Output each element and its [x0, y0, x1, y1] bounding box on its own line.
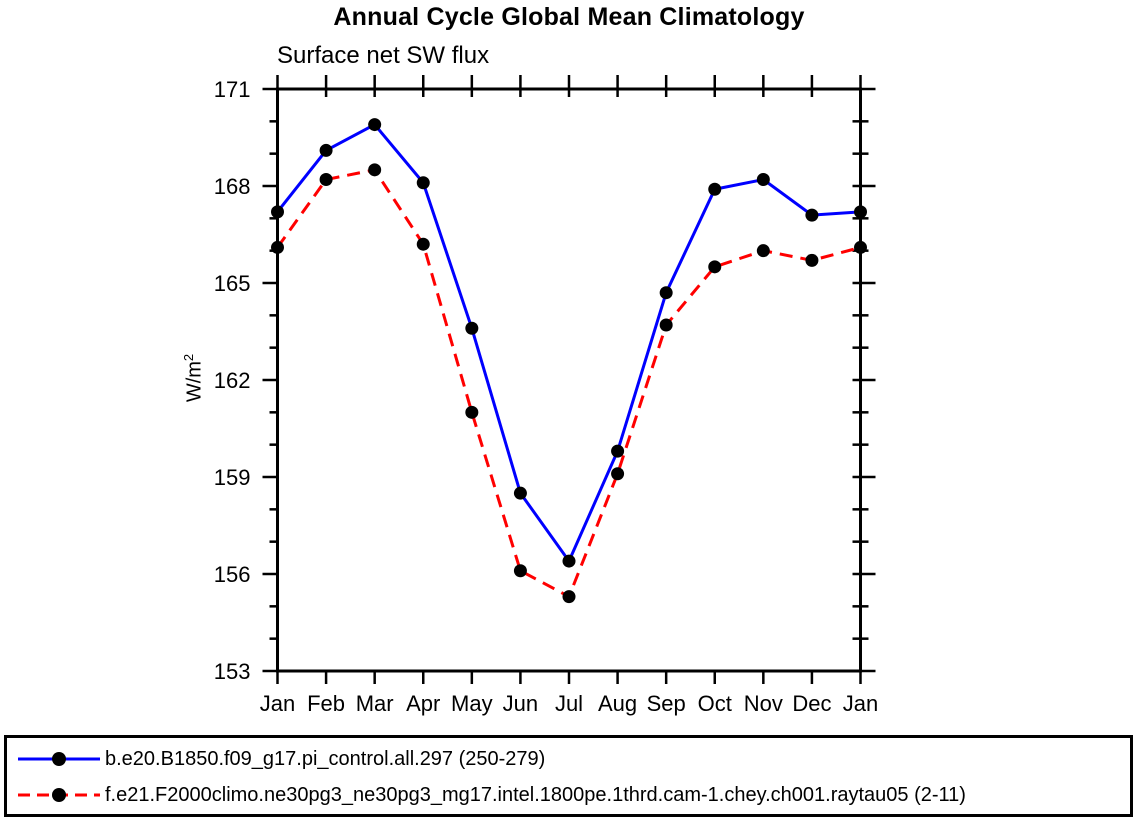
x-tick-label: Dec: [792, 691, 831, 716]
y-tick-label: 165: [214, 271, 251, 296]
x-tick-label: Oct: [698, 691, 732, 716]
x-tick-label: Apr: [406, 691, 440, 716]
x-tick-label: Sep: [647, 691, 686, 716]
series-line: [276, 122, 861, 565]
y-tick-label: 171: [214, 77, 251, 102]
x-tick-label: Jun: [503, 691, 538, 716]
axes: Jan Feb Mar Apr May Jun Jul Aug Sep Oct Nov Dec Jan 1…: [214, 75, 878, 716]
legend-line-sample: [18, 788, 100, 802]
x-tick-label: Jan: [843, 691, 878, 716]
y-tick-label: 168: [214, 174, 251, 199]
legend-label: f.e21.F2000climo.ne30pg3_ne30pg3_mg17.in…: [105, 783, 966, 806]
x-tick-label: Jan: [260, 691, 295, 716]
legend-marker-icon: [52, 788, 66, 802]
x-tick-label: Jul: [555, 691, 583, 716]
legend-marker-icon: [52, 752, 66, 766]
legend-box: b.e20.B1850.f09_g17.pi_control.all.297 (…: [4, 735, 1133, 817]
plot-area: Jan Feb Mar Apr May Jun Jul Aug Sep Oct Nov Dec Jan 1…: [214, 75, 878, 716]
legend-row: b.e20.B1850.f09_g17.pi_control.all.297 (…: [7, 741, 1130, 777]
series-line: [276, 168, 861, 599]
x-tick-label: Feb: [307, 691, 345, 716]
x-tick-label: Mar: [356, 691, 394, 716]
y-tick-label: 159: [214, 465, 251, 490]
y-tick-label: 153: [214, 659, 251, 684]
legend-line-sample: [18, 752, 100, 766]
legend-row: f.e21.F2000climo.ne30pg3_ne30pg3_mg17.in…: [7, 777, 1130, 813]
chart-subtitle: Surface net SW flux: [277, 42, 490, 69]
x-tick-label: Aug: [598, 691, 637, 716]
chart-title: Annual Cycle Global Mean Climatology: [333, 3, 805, 31]
x-tick-label: Nov: [744, 691, 783, 716]
y-tick-label: 162: [214, 368, 251, 393]
series-markers: [271, 163, 867, 604]
series-markers: [271, 118, 867, 568]
x-tick-label: May: [451, 691, 493, 716]
y-tick-label: 156: [214, 562, 251, 587]
legend-label: b.e20.B1850.f09_g17.pi_control.all.297 (…: [105, 747, 546, 770]
